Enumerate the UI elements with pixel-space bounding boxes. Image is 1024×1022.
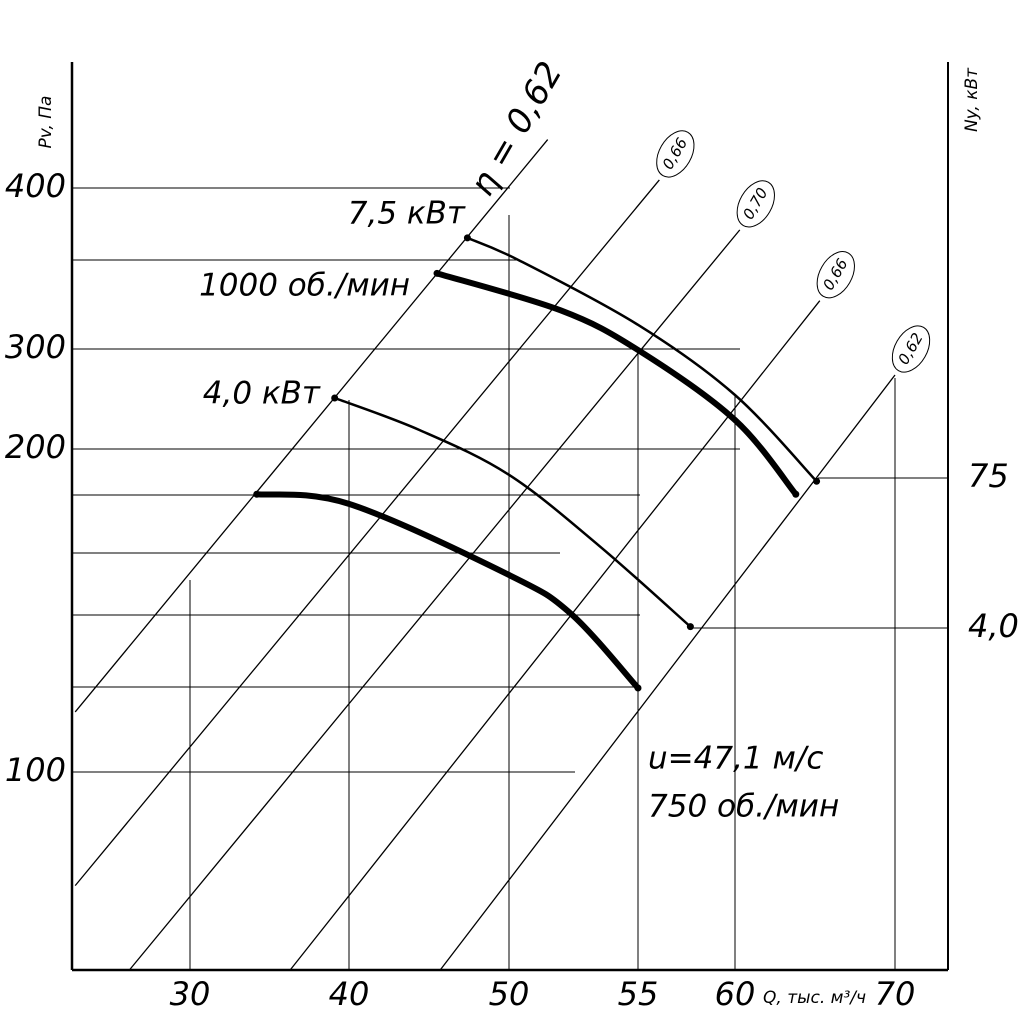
curve-label: 1000 об./мин xyxy=(199,268,410,304)
curve xyxy=(253,491,641,692)
efficiency-circle xyxy=(736,180,775,228)
y-tick-label: 200 xyxy=(5,428,66,466)
curve-end xyxy=(792,490,800,498)
efficiency-line xyxy=(439,374,896,971)
curve xyxy=(434,270,799,498)
x-axis-label: Q, тыс. м³/ч xyxy=(763,988,866,1008)
y-tick-label: 300 xyxy=(5,328,66,366)
efficiency-label: η = 0,62 xyxy=(462,55,570,203)
curve xyxy=(333,396,692,628)
curve-end xyxy=(634,684,642,692)
x-tick-label: 55 xyxy=(618,975,659,1013)
efficiency-line xyxy=(128,229,741,971)
curve-end xyxy=(253,490,261,498)
x-tick-label: 70 xyxy=(875,975,916,1013)
efficiency-circle xyxy=(656,130,695,178)
x-tick-label: 60 xyxy=(715,975,756,1013)
x-tick-label: 40 xyxy=(329,975,370,1013)
x-tick-label: 30 xyxy=(170,975,211,1013)
annotation: u=47,1 м/с xyxy=(648,741,823,777)
efficiency-line xyxy=(289,300,821,971)
curve-label: 4,0 кВт xyxy=(203,376,321,412)
y2-tick-label: 75 xyxy=(968,457,1009,495)
curve-end xyxy=(686,623,694,631)
efficiency-line xyxy=(74,179,660,887)
y-tick-label: 100 xyxy=(5,751,66,789)
x-tick-label: 50 xyxy=(489,975,530,1013)
curve-label: 7,5 кВт xyxy=(348,196,466,232)
y-axis-label: Pv, Па xyxy=(36,96,56,149)
efficiency-circle xyxy=(816,251,855,299)
y-tick-label: 400 xyxy=(5,167,66,205)
curve-label: 750 об./мин xyxy=(648,789,839,825)
efficiency-line xyxy=(74,139,549,713)
y2-axis-label: Ny, кВт xyxy=(962,67,982,132)
curve xyxy=(466,236,818,483)
y2-tick-label: 4,0 xyxy=(968,607,1019,645)
efficiency-circle xyxy=(891,325,931,373)
